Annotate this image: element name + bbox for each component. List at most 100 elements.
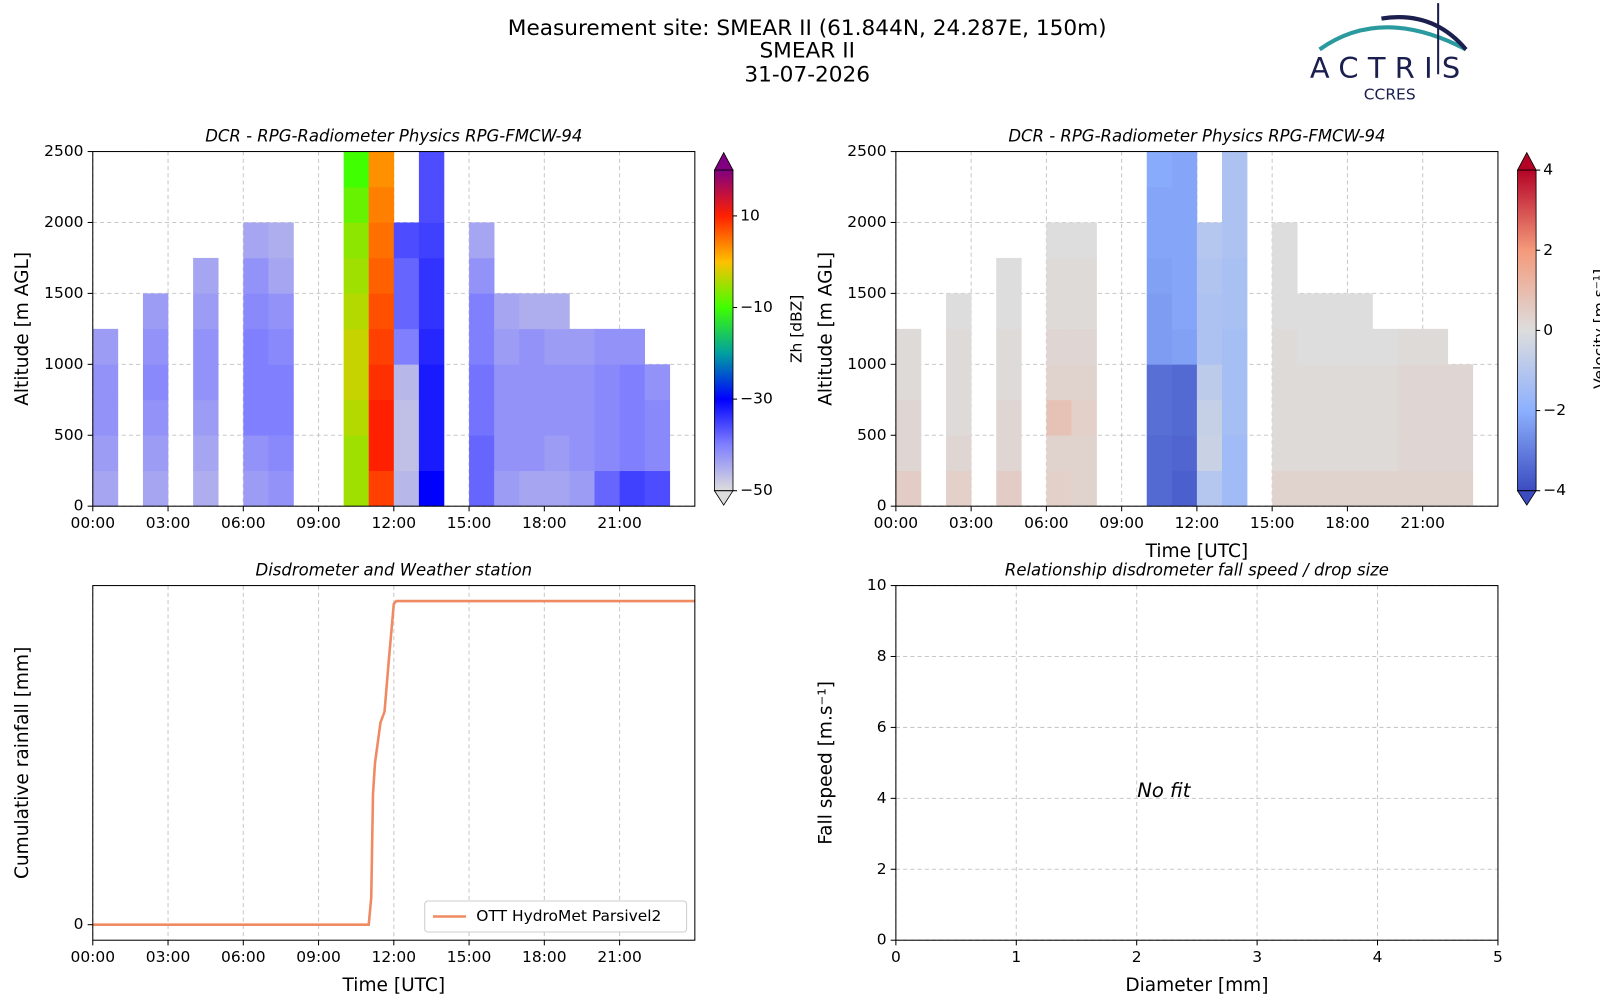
cell [369,400,394,436]
cell [1373,435,1398,471]
cell [1347,329,1372,365]
cell [243,293,268,329]
cell [494,364,519,400]
cell [1046,222,1071,258]
cell [243,400,268,436]
logo: ACTRIS CCRES [1310,3,1470,103]
cell [143,364,168,400]
cell [243,435,268,471]
cell [1071,293,1096,329]
cell [419,187,444,223]
figure-title: Measurement site: SMEAR II (61.844N, 24.… [508,16,1107,41]
x-tick-label: 4 [1373,948,1383,966]
cell [469,329,494,365]
cell [544,293,569,329]
y-axis-label: Fall speed [m.s⁻¹] [815,681,836,845]
cell [1448,364,1473,400]
cell [896,329,921,365]
x-tick-label: 03:00 [146,948,191,966]
cell [419,293,444,329]
annotation: No fit [1137,779,1191,802]
cell [519,329,544,365]
cell [369,152,394,188]
x-tick-label: 21:00 [597,948,642,966]
cell [344,222,369,258]
cell [946,435,971,471]
x-tick-label: 12:00 [372,514,417,532]
cell [1147,435,1172,471]
cell [394,222,419,258]
cell [268,435,293,471]
cell [344,329,369,365]
cell [996,329,1021,365]
cell [1272,400,1297,436]
cell [1297,400,1322,436]
cell [143,435,168,471]
cell [469,293,494,329]
cell [569,471,594,507]
x-tick-label: 06:00 [221,514,266,532]
cell [1373,400,1398,436]
y-tick-label: 10 [867,576,887,594]
cell [620,471,645,507]
panel-title: Disdrometer and Weather station [256,561,533,580]
cell [996,435,1021,471]
cell [544,435,569,471]
cell [996,400,1021,436]
x-tick-label: 00:00 [71,514,116,532]
cell [394,293,419,329]
cell [620,400,645,436]
colorbar-tick-label: −10 [740,298,773,316]
cell [1398,329,1423,365]
panel-title: DCR - RPG-Radiometer Physics RPG-FMCW-94 [1008,127,1385,146]
y-tick-label: 0 [74,497,84,515]
cell [1172,435,1197,471]
cell [1147,400,1172,436]
y-tick-label: 2500 [847,142,886,160]
cell [193,400,218,436]
x-tick-label: 12:00 [372,948,417,966]
x-tick-label: 18:00 [522,948,567,966]
y-tick-label: 8 [877,647,887,665]
cell [193,258,218,294]
cell [645,364,670,400]
cell [243,329,268,365]
cell [595,400,620,436]
cell [1197,364,1222,400]
x-tick-label: 09:00 [296,514,341,532]
cell [143,400,168,436]
cell [344,258,369,294]
cell [1046,471,1071,507]
cell [344,400,369,436]
cell [494,293,519,329]
x-axis-label: Diameter [mm] [1125,975,1268,996]
x-tick-label: 12:00 [1175,514,1220,532]
colorbar-tick-label: 0 [1543,321,1553,339]
x-tick-label: 00:00 [71,948,116,966]
cell [1347,435,1372,471]
cell [1347,471,1372,507]
cell [1197,222,1222,258]
colorbar-tick-label: −50 [740,481,773,499]
colorbar [1518,170,1537,491]
cell [595,435,620,471]
cell [946,471,971,507]
cell [1347,364,1372,400]
cell [193,364,218,400]
cell [369,364,394,400]
x-tick-label: 21:00 [1400,514,1445,532]
cell [1172,293,1197,329]
cell [1222,152,1247,188]
cell [1423,400,1448,436]
cell [93,435,118,471]
cell [1222,329,1247,365]
cell [569,329,594,365]
cell [469,258,494,294]
cell [494,400,519,436]
x-tick-label: 2 [1132,948,1142,966]
site-name: SMEAR II [759,39,855,64]
cell [344,152,369,188]
cell [1297,435,1322,471]
cell [1172,364,1197,400]
cell [1197,329,1222,365]
